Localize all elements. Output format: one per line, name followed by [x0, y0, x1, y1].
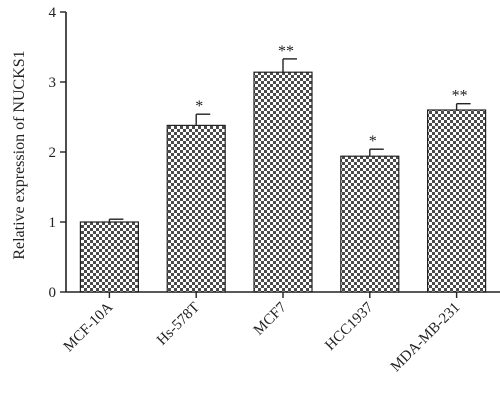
- bar-mda-mb-231: [427, 109, 487, 293]
- x-tick-label: Hs-578T: [154, 300, 203, 349]
- y-tick-label: 2: [49, 145, 57, 161]
- category-labels: MCF-10A Hs-578T MCF7 HCC1937 MDA-MB-231: [61, 299, 464, 375]
- significance-marker: **: [452, 88, 468, 105]
- x-tick-label: MCF7: [251, 299, 290, 338]
- x-tick-label: HCC1937: [322, 299, 377, 354]
- bar-hs-578t: [166, 124, 226, 293]
- y-tick-label: 3: [49, 75, 57, 91]
- x-tick-label: MDA-MB-231: [388, 300, 464, 376]
- bar-hcc1937: [340, 155, 400, 293]
- significance-marker: **: [278, 43, 294, 60]
- significance-marker: *: [195, 98, 203, 115]
- bar-mcf7: [253, 71, 313, 293]
- bar-mcf-10a: [79, 221, 140, 293]
- x-tick-label: MCF-10A: [61, 299, 117, 355]
- y-tick-label: 0: [49, 285, 57, 301]
- bars-group: ******: [79, 43, 487, 293]
- y-axis-title: Relative expression of NUCKS1: [11, 50, 28, 259]
- y-tick-label: 1: [49, 215, 57, 231]
- y-tick-label: 4: [49, 5, 57, 21]
- significance-marker: *: [369, 133, 377, 150]
